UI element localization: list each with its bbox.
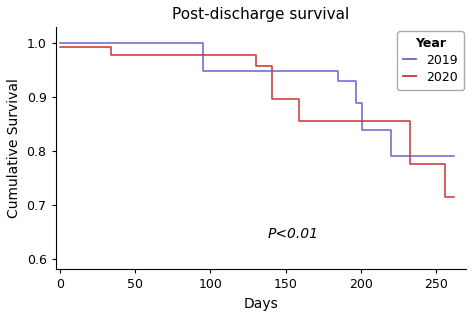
Title: Post-discharge survival: Post-discharge survival — [172, 7, 350, 22]
X-axis label: Days: Days — [244, 297, 278, 311]
Y-axis label: Cumulative Survival: Cumulative Survival — [7, 79, 21, 218]
Text: P<0.01: P<0.01 — [268, 227, 318, 241]
Legend: 2019, 2020: 2019, 2020 — [397, 31, 464, 90]
